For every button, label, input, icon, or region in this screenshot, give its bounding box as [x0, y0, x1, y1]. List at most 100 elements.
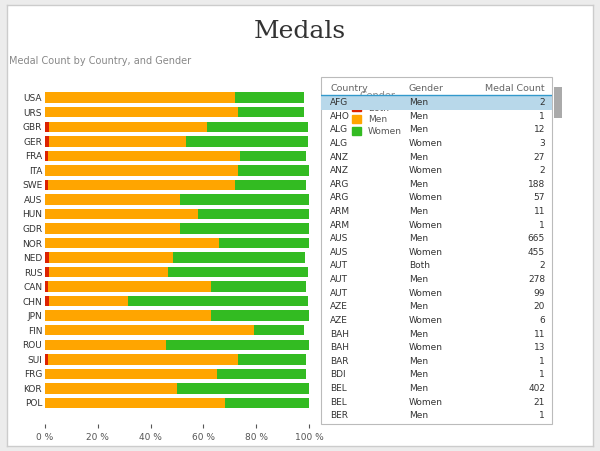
Text: 27: 27 [533, 152, 545, 161]
Bar [179, 194, 309, 205]
Bar [45, 136, 49, 147]
Text: Both: Both [409, 262, 430, 271]
Bar [45, 209, 198, 219]
Bar [45, 340, 166, 350]
Text: Women: Women [409, 398, 443, 407]
Text: Medal Count by Country, and Gender: Medal Count by Country, and Gender [9, 56, 191, 66]
Text: 99: 99 [533, 289, 545, 298]
Text: ANZ: ANZ [330, 152, 349, 161]
Text: Men: Men [409, 112, 428, 121]
Bar [47, 281, 211, 292]
Text: Men: Men [409, 411, 428, 420]
Text: ALG: ALG [330, 125, 349, 134]
Bar [49, 121, 208, 132]
Text: Women: Women [409, 248, 443, 257]
Text: Men: Men [409, 234, 428, 243]
Bar [208, 121, 308, 132]
Text: 1: 1 [539, 411, 545, 420]
Text: 455: 455 [528, 248, 545, 257]
Text: 2: 2 [539, 262, 545, 271]
Text: Country: Country [330, 84, 368, 93]
Bar [198, 209, 309, 219]
Bar [128, 296, 308, 306]
Text: AZE: AZE [330, 316, 348, 325]
Bar [554, 87, 562, 118]
Text: Women: Women [409, 139, 443, 148]
Text: 1: 1 [539, 370, 545, 379]
Legend: Both, Men, Women: Both, Men, Women [349, 88, 405, 138]
Text: Men: Men [409, 275, 428, 284]
Bar [45, 238, 219, 248]
Text: Men: Men [409, 330, 428, 339]
Text: 402: 402 [528, 384, 545, 393]
Bar [45, 310, 211, 321]
Text: 57: 57 [533, 193, 545, 202]
Text: 11: 11 [533, 330, 545, 339]
Text: 188: 188 [528, 180, 545, 189]
Text: AUS: AUS [330, 248, 349, 257]
Bar [211, 281, 307, 292]
Bar [241, 151, 307, 161]
Text: 6: 6 [539, 316, 545, 325]
Bar [168, 267, 308, 277]
Text: ARG: ARG [330, 193, 350, 202]
Text: Men: Men [409, 207, 428, 216]
Text: 2: 2 [539, 166, 545, 175]
Text: Men: Men [409, 98, 428, 107]
Bar [238, 165, 309, 175]
Text: 278: 278 [528, 275, 545, 284]
Bar [321, 96, 552, 110]
Text: Gender: Gender [409, 84, 444, 93]
Text: AUT: AUT [330, 289, 348, 298]
Bar [45, 253, 49, 263]
Bar [45, 281, 47, 292]
Text: ARM: ARM [330, 221, 350, 230]
Text: 3: 3 [539, 139, 545, 148]
Bar [49, 136, 186, 147]
Text: Men: Men [409, 180, 428, 189]
Bar [45, 194, 179, 205]
Text: 12: 12 [533, 125, 545, 134]
Bar [45, 325, 254, 336]
Bar [238, 107, 304, 117]
Text: BDI: BDI [330, 370, 346, 379]
Bar [224, 398, 309, 408]
Text: 1: 1 [539, 221, 545, 230]
Text: ALG: ALG [330, 139, 349, 148]
Bar [45, 179, 47, 190]
Bar [45, 383, 177, 394]
Text: Men: Men [409, 152, 428, 161]
Bar [45, 267, 49, 277]
Bar [211, 310, 309, 321]
Bar [177, 383, 309, 394]
Text: AHO: AHO [330, 112, 350, 121]
Bar [217, 368, 307, 379]
Text: BAH: BAH [330, 343, 349, 352]
Text: Men: Men [409, 125, 428, 134]
Text: Men: Men [409, 357, 428, 366]
Text: BAR: BAR [330, 357, 349, 366]
Text: Women: Women [409, 166, 443, 175]
Text: Women: Women [409, 193, 443, 202]
Text: Women: Women [409, 316, 443, 325]
Bar [179, 223, 309, 234]
Bar [45, 368, 217, 379]
Bar [47, 179, 235, 190]
Text: Women: Women [409, 343, 443, 352]
Text: Men: Men [409, 302, 428, 311]
Bar [219, 238, 309, 248]
Bar [186, 136, 308, 147]
Bar [238, 354, 307, 364]
Bar [235, 179, 307, 190]
Bar [45, 121, 49, 132]
Bar [254, 325, 304, 336]
Bar [47, 354, 238, 364]
Bar [47, 151, 241, 161]
Text: BER: BER [330, 411, 348, 420]
Bar [45, 398, 224, 408]
Text: Men: Men [409, 370, 428, 379]
Bar [45, 165, 238, 175]
Text: BEL: BEL [330, 398, 347, 407]
Bar [45, 92, 235, 103]
Bar [45, 223, 179, 234]
